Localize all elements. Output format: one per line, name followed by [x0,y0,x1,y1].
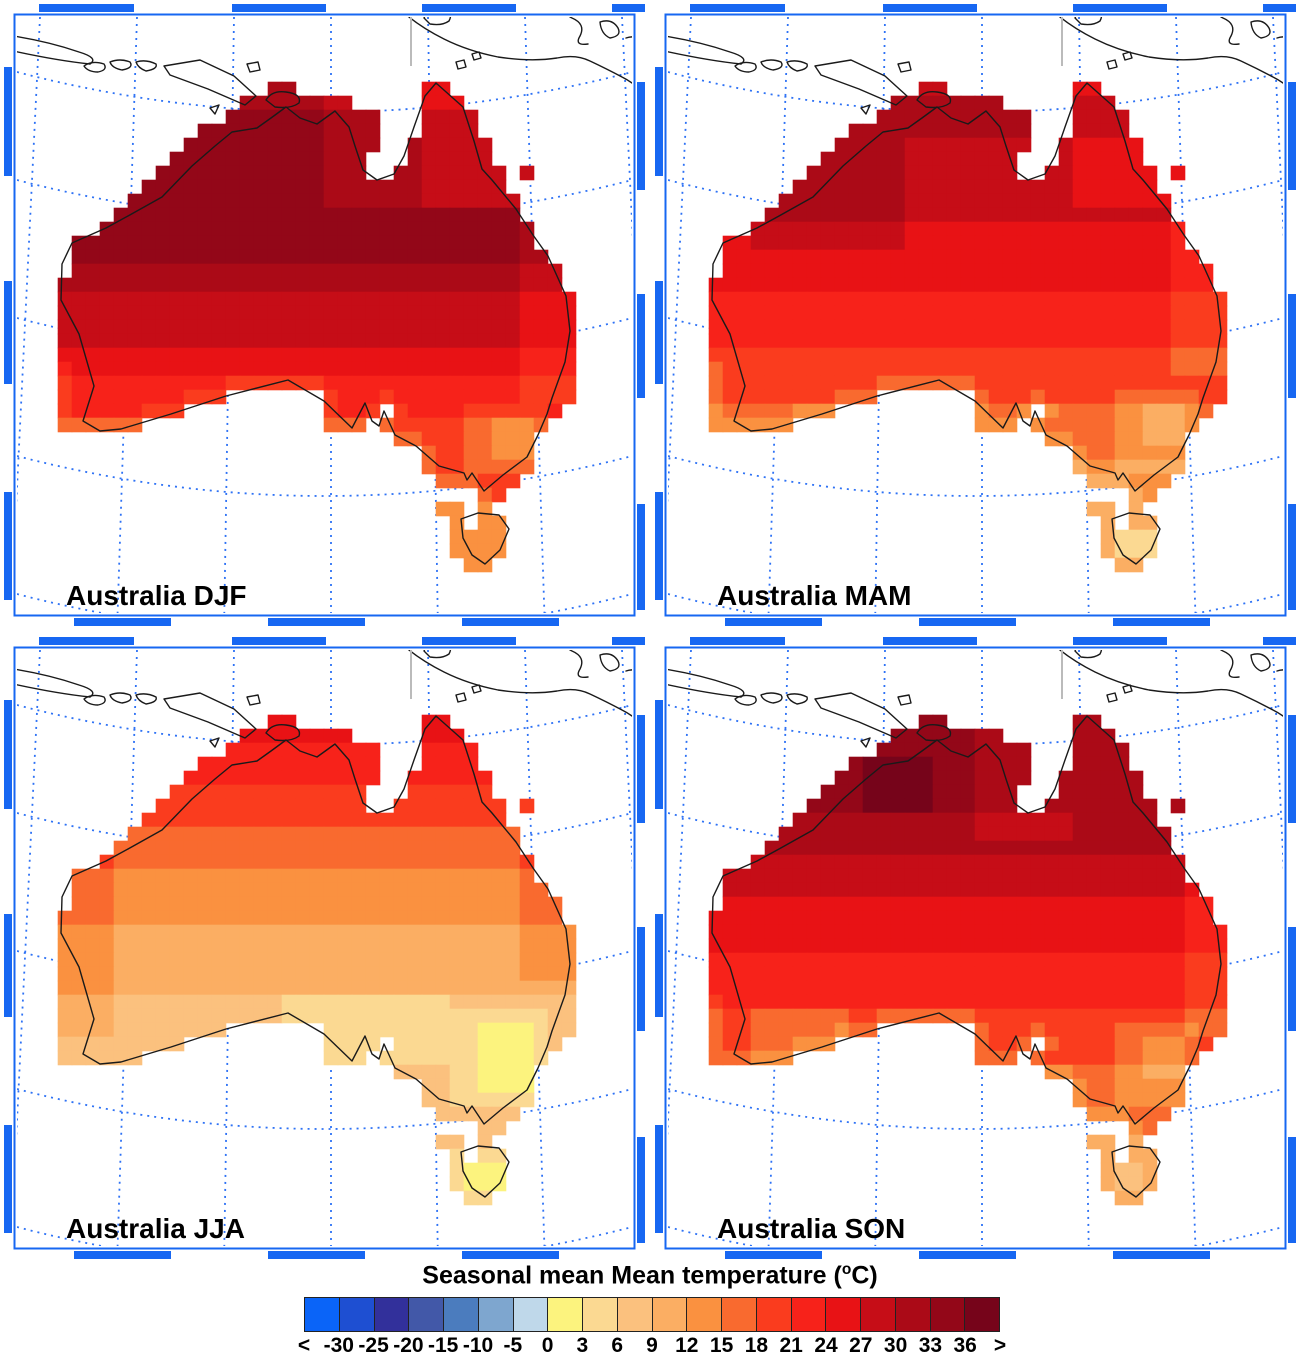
coastlines [668,17,1283,565]
colorbar-cell [305,1298,340,1331]
colorbar-cell [583,1298,618,1331]
colorbar-tick-labels: < -30 -25 -20 -15 -10 -5 0 3 6 9 12 15 18 21 24 27 30 33 36… [298,1334,1006,1358]
colorbar-cell [895,1298,931,1331]
panel-mam: Australia MAM [655,4,1296,626]
colorbar-tick: 15 [709,1334,734,1357]
colorbar-tick: 21 [779,1334,803,1357]
colorbar-tick: 18 [744,1334,769,1357]
colorbar-tick: > [993,1334,1007,1357]
colorbar-cell [374,1298,410,1331]
degree-symbol: o [841,1261,852,1278]
colorbar-tick: < [297,1334,311,1357]
colorbar-cell [930,1298,966,1331]
colorbar-title-text: Seasonal mean Mean temperature ( [422,1261,842,1290]
colorbar-cell [652,1298,688,1331]
colorbar-cell [965,1298,999,1331]
colorbar-cell [444,1298,479,1331]
colorbar-cell [548,1298,583,1331]
colorbar-tick: 3 [576,1334,589,1357]
map-son [655,637,1296,1259]
map-frame [655,637,1296,1259]
colorbar-cell [826,1298,861,1331]
panel-label-djf: Australia DJF [66,580,247,611]
colorbar-title-unit: C) [851,1261,878,1290]
map-frame [655,4,1296,626]
colorbar-cell [513,1298,549,1331]
colorbar-tick: -10 [462,1334,494,1357]
temperature-cells [57,81,577,573]
colorbar-cell [617,1298,653,1331]
colorbar-tick: 27 [849,1334,873,1357]
panel-label-jja: Australia JJA [66,1213,245,1244]
map-djf [4,4,645,626]
colorbar-tick: -30 [323,1334,354,1357]
panel-label-son: Australia SON [717,1213,906,1244]
colorbar-tick: 24 [814,1334,838,1357]
map-content [17,650,632,1246]
colorbar-tick: 12 [675,1334,699,1357]
colorbar-cell [687,1298,722,1331]
map-mam [655,4,1296,626]
colorbar-tick: 36 [953,1334,977,1357]
colorbar-tick: 9 [646,1334,658,1357]
colorbar-tick: -20 [393,1334,424,1357]
map-frame [4,637,645,1259]
map-content [17,17,632,613]
colorbar-tick: -25 [358,1334,389,1357]
coastlines [17,17,632,565]
colorbar-tick: 0 [541,1334,554,1357]
colorbar-cell [791,1298,827,1331]
coastlines [17,650,632,1198]
map-jja [4,637,645,1259]
colorbar-cell [339,1298,375,1331]
colorbar-cell [861,1298,896,1331]
panel-djf: Australia DJF [4,4,645,626]
temperature-cells [57,714,577,1206]
panel-label-mam: Australia MAM [717,580,912,611]
panel-son: Australia SON [655,637,1296,1259]
colorbar-tick: 6 [611,1334,624,1357]
temperature-cells [708,714,1228,1206]
map-content [668,17,1283,613]
colorbar [304,1297,1000,1332]
map-content [668,650,1283,1246]
colorbar-cell [722,1298,757,1331]
map-frame [4,4,645,626]
colorbar-cell [478,1298,514,1331]
colorbar-cell [409,1298,444,1331]
colorbar-tick: 30 [883,1334,908,1357]
colorbar-tick: -5 [503,1334,523,1357]
colorbar-cell [756,1298,792,1331]
coastlines [668,650,1283,1198]
colorbar-title: Seasonal mean Mean temperature (oC) [0,1261,1300,1290]
colorbar-tick: -15 [428,1334,459,1357]
colorbar-tick: 33 [918,1334,943,1357]
panel-jja: Australia JJA [4,637,645,1259]
